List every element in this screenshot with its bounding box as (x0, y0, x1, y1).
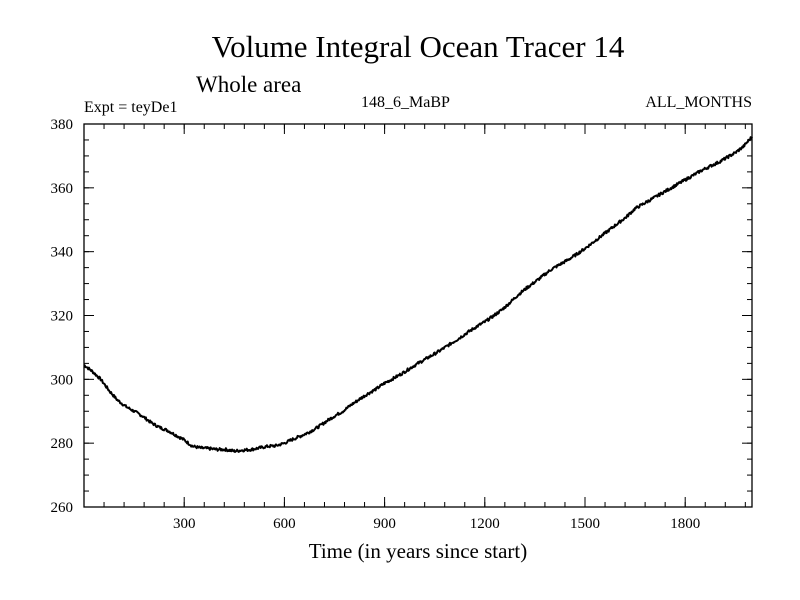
y-tick-label: 360 (51, 181, 74, 197)
x-tick-label: 1800 (670, 516, 700, 532)
x-tick-label: 300 (173, 516, 196, 532)
x-tick-label: 1500 (570, 516, 600, 532)
chart-title: Volume Integral Ocean Tracer 14 (212, 29, 625, 64)
axis-tick-labels: 300 600 900 1200 1500 1800 260 280 300 320 340 360 3… (51, 117, 701, 532)
period-label: ALL_MONTHS (645, 94, 752, 111)
x-tick-label: 600 (273, 516, 296, 532)
experiment-label: Expt = teyDe1 (84, 99, 177, 116)
y-tick-label: 280 (51, 436, 74, 452)
chart-subtitle: Whole area (196, 72, 301, 97)
axis-ticks (84, 123, 752, 508)
y-tick-label: 260 (51, 500, 74, 516)
y-tick-label: 300 (51, 372, 74, 388)
x-tick-label: 900 (373, 516, 396, 532)
y-tick-label: 320 (51, 309, 74, 325)
y-tick-label: 380 (51, 117, 74, 133)
run-label: 148_6_MaBP (361, 94, 450, 111)
x-tick-label: 1200 (470, 516, 500, 532)
y-tick-label: 340 (51, 245, 74, 261)
x-axis-label: Time (in years since start) (309, 539, 528, 563)
series-line (83, 136, 753, 453)
plot-area-frame (83, 123, 753, 508)
